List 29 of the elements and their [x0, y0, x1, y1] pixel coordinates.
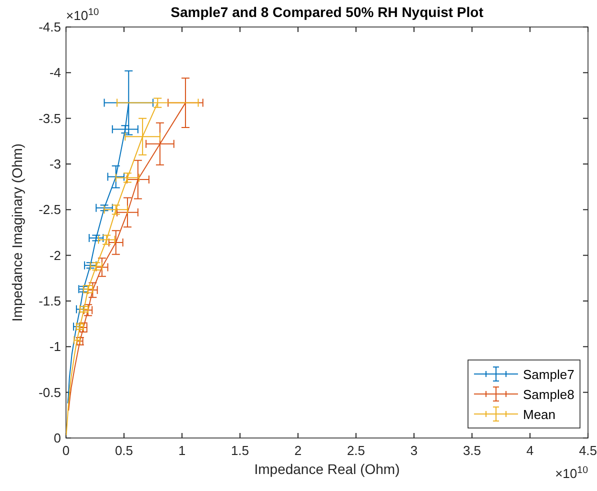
y-tick-label: -2.5: [38, 202, 61, 218]
legend-label: Sample8: [523, 387, 574, 402]
point: [79, 304, 89, 314]
x-tick-label: 4: [526, 443, 534, 458]
x-axis-title: Impedance Real (Ohm): [254, 461, 400, 477]
y-tick-label: -2: [49, 248, 61, 263]
text: ×10$^{10}$: [555, 464, 589, 481]
legend-label: Sample7: [523, 367, 574, 382]
x-tick-label: 4.5: [578, 443, 597, 458]
y-tick-label: 0: [54, 430, 61, 446]
y-tick-label: -0.5: [38, 384, 61, 400]
point: [122, 172, 132, 183]
y-tick-label: -4: [49, 65, 61, 80]
y-axis-title: Impedance Imaginary (Ohm): [9, 143, 25, 322]
x-tick-label: 2: [294, 443, 302, 458]
chart-title: Sample7 and 8 Compared 50% RH Nyquist Plot: [170, 4, 484, 20]
y-tick-label: -3: [49, 156, 61, 172]
x-tick-label: 1.5: [230, 443, 250, 458]
x-tick-label: 1: [178, 443, 186, 458]
x-tick-label: 2.5: [346, 443, 366, 458]
text: ×10$^{10}$: [66, 6, 100, 23]
y-tick-label: -1.5: [38, 294, 61, 308]
x-tick-label: 3: [410, 443, 418, 458]
x-tick-label: 3.5: [462, 443, 482, 458]
y-tick-label: -4.5: [38, 20, 61, 34]
legend-label: Mean: [523, 407, 556, 422]
x-tick-label: 0.5: [114, 443, 134, 458]
y-tick-label: -3.5: [38, 110, 61, 126]
y-tick-label: -1: [49, 339, 61, 354]
